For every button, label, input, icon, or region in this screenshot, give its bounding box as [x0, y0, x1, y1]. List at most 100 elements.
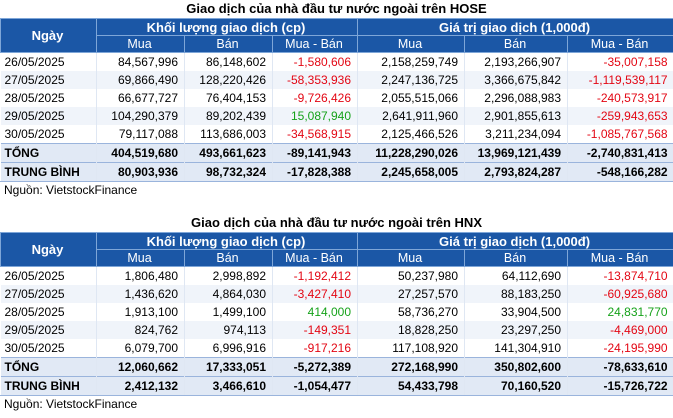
- value-buy-cell: 272,168,990: [357, 357, 465, 377]
- hose-val-buy-header: Mua: [357, 35, 466, 53]
- volume-net-cell: -5,272,389: [271, 357, 358, 377]
- table-row: 27/05/2025 1,436,620 4,864,030 -3,427,41…: [0, 285, 673, 303]
- hose-title: Giao dịch của nhà đầu tư nước ngoài trên…: [186, 1, 487, 16]
- volume-buy-cell: 69,866,490: [96, 71, 185, 89]
- average-row: TRUNG BÌNH 2,412,132 3,466,610 -1,054,47…: [0, 376, 673, 395]
- value-sell-cell: 2,901,855,613: [464, 107, 568, 125]
- hnx-vol-net-header: Mua - Bán: [271, 249, 359, 267]
- volume-buy-cell: 6,079,700: [96, 339, 185, 358]
- volume-net-cell: -17,828,388: [271, 162, 358, 181]
- volume-sell-cell: 974,113: [184, 321, 273, 339]
- value-sell-cell: 350,802,600: [464, 357, 568, 377]
- date-cell: 29/05/2025: [0, 321, 97, 339]
- hose-section: Giao dịch của nhà đầu tư nước ngoài trên…: [0, 0, 673, 198]
- value-buy-cell: 2,055,515,066: [357, 89, 465, 107]
- table-row: 30/05/2025 79,117,088 113,686,003 -34,56…: [0, 125, 673, 144]
- hose-volume-header: Khối lượng giao dịch (cp): [95, 18, 359, 36]
- value-net-cell: -2,740,831,413: [567, 143, 673, 163]
- value-buy-cell: 54,433,798: [357, 376, 465, 395]
- volume-net-cell: -3,427,410: [271, 285, 358, 303]
- hose-vol-net-header: Mua - Bán: [271, 35, 359, 53]
- volume-buy-cell: 1,913,100: [96, 303, 185, 321]
- hnx-section: Giao dịch của nhà đầu tư nước ngoài trên…: [0, 214, 673, 412]
- hose-vol-sell-header: Bán: [184, 35, 273, 53]
- date-cell: 28/05/2025: [0, 303, 97, 321]
- value-sell-cell: 141,304,910: [464, 339, 568, 358]
- volume-buy-cell: 80,903,936: [96, 162, 185, 181]
- volume-sell-cell: 17,333,051: [184, 357, 273, 377]
- hnx-table: Ngày Khối lượng giao dịch (cp) Giá trị g…: [0, 232, 673, 395]
- table-row: 27/05/2025 69,866,490 128,220,426 -58,35…: [0, 71, 673, 89]
- value-sell-cell: 3,366,675,842: [464, 71, 568, 89]
- value-net-cell: -60,925,680: [567, 285, 673, 303]
- value-buy-cell: 2,247,136,725: [357, 71, 465, 89]
- total-label: TỔNG: [0, 143, 97, 163]
- value-sell-cell: 2,793,824,287: [464, 162, 568, 181]
- volume-buy-cell: 404,519,680: [96, 143, 185, 163]
- value-sell-cell: 2,296,088,983: [464, 89, 568, 107]
- value-buy-cell: 27,257,570: [357, 285, 465, 303]
- value-sell-cell: 64,112,690: [464, 266, 568, 285]
- total-row: TỔNG 12,060,662 17,333,051 -5,272,389 27…: [0, 357, 673, 377]
- hnx-value-header: Giá trị giao dịch (1,000đ): [357, 232, 673, 250]
- volume-net-cell: -89,141,943: [271, 143, 358, 163]
- volume-buy-cell: 1,436,620: [96, 285, 185, 303]
- volume-buy-cell: 12,060,662: [96, 357, 185, 377]
- value-sell-cell: 3,211,234,094: [464, 125, 568, 144]
- value-net-cell: -548,166,282: [567, 162, 673, 181]
- table-row: 28/05/2025 1,913,100 1,499,100 414,000 5…: [0, 303, 673, 321]
- value-net-cell: -1,119,539,117: [567, 71, 673, 89]
- value-buy-cell: 2,125,466,526: [357, 125, 465, 144]
- value-net-cell: -15,726,722: [567, 376, 673, 395]
- value-net-cell: -240,573,917: [567, 89, 673, 107]
- hnx-val-net-header: Mua - Bán: [567, 249, 673, 267]
- value-net-cell: -4,469,000: [567, 321, 673, 339]
- volume-net-cell: -1,054,477: [271, 376, 358, 395]
- hose-table: Ngày Khối lượng giao dịch (cp) Giá trị g…: [0, 18, 673, 181]
- volume-buy-cell: 1,806,480: [96, 266, 185, 285]
- hnx-vol-buy-header: Mua: [96, 249, 185, 267]
- volume-sell-cell: 3,466,610: [184, 376, 273, 395]
- date-cell: 26/05/2025: [0, 52, 97, 71]
- value-sell-cell: 70,160,520: [464, 376, 568, 395]
- volume-sell-cell: 89,202,439: [184, 107, 273, 125]
- table-row: 29/05/2025 824,762 974,113 -149,351 18,8…: [0, 321, 673, 339]
- value-buy-cell: 2,641,911,960: [357, 107, 465, 125]
- volume-net-cell: -149,351: [271, 321, 358, 339]
- volume-sell-cell: 493,661,623: [184, 143, 273, 163]
- average-row: TRUNG BÌNH 80,903,936 98,732,324 -17,828…: [0, 162, 673, 181]
- table-row: 26/05/2025 1,806,480 2,998,892 -1,192,41…: [0, 266, 673, 285]
- hose-vol-buy-header: Mua: [96, 35, 185, 53]
- total-label: TỔNG: [0, 357, 97, 377]
- volume-sell-cell: 6,996,916: [184, 339, 273, 358]
- date-cell: 28/05/2025: [0, 89, 97, 107]
- date-cell: 30/05/2025: [0, 339, 97, 358]
- date-cell: 30/05/2025: [0, 125, 97, 144]
- volume-sell-cell: 113,686,003: [184, 125, 273, 144]
- table-row: 29/05/2025 104,290,379 89,202,439 15,087…: [0, 107, 673, 125]
- hose-value-header: Giá trị giao dịch (1,000đ): [357, 18, 673, 36]
- average-label: TRUNG BÌNH: [0, 162, 97, 181]
- hose-day-header: Ngày: [0, 18, 97, 53]
- value-sell-cell: 13,969,121,439: [464, 143, 568, 163]
- volume-sell-cell: 98,732,324: [184, 162, 273, 181]
- value-net-cell: -35,007,158: [567, 52, 673, 71]
- value-sell-cell: 2,193,266,907: [464, 52, 568, 71]
- value-sell-cell: 88,183,250: [464, 285, 568, 303]
- volume-buy-cell: 66,677,727: [96, 89, 185, 107]
- volume-net-cell: -1,580,606: [271, 52, 358, 71]
- value-net-cell: 24,831,770: [567, 303, 673, 321]
- volume-net-cell: -917,216: [271, 339, 358, 358]
- value-net-cell: -1,085,767,568: [567, 125, 673, 144]
- value-sell-cell: 33,904,500: [464, 303, 568, 321]
- hnx-title: Giao dịch của nhà đầu tư nước ngoài trên…: [191, 215, 482, 230]
- volume-sell-cell: 4,864,030: [184, 285, 273, 303]
- hnx-day-header: Ngày: [0, 232, 97, 267]
- volume-net-cell: 414,000: [271, 303, 358, 321]
- hnx-val-sell-header: Bán: [464, 249, 569, 267]
- volume-sell-cell: 2,998,892: [184, 266, 273, 285]
- volume-sell-cell: 1,499,100: [184, 303, 273, 321]
- value-buy-cell: 58,736,270: [357, 303, 465, 321]
- table-row: 26/05/2025 84,567,996 86,148,602 -1,580,…: [0, 52, 673, 71]
- hose-val-sell-header: Bán: [464, 35, 569, 53]
